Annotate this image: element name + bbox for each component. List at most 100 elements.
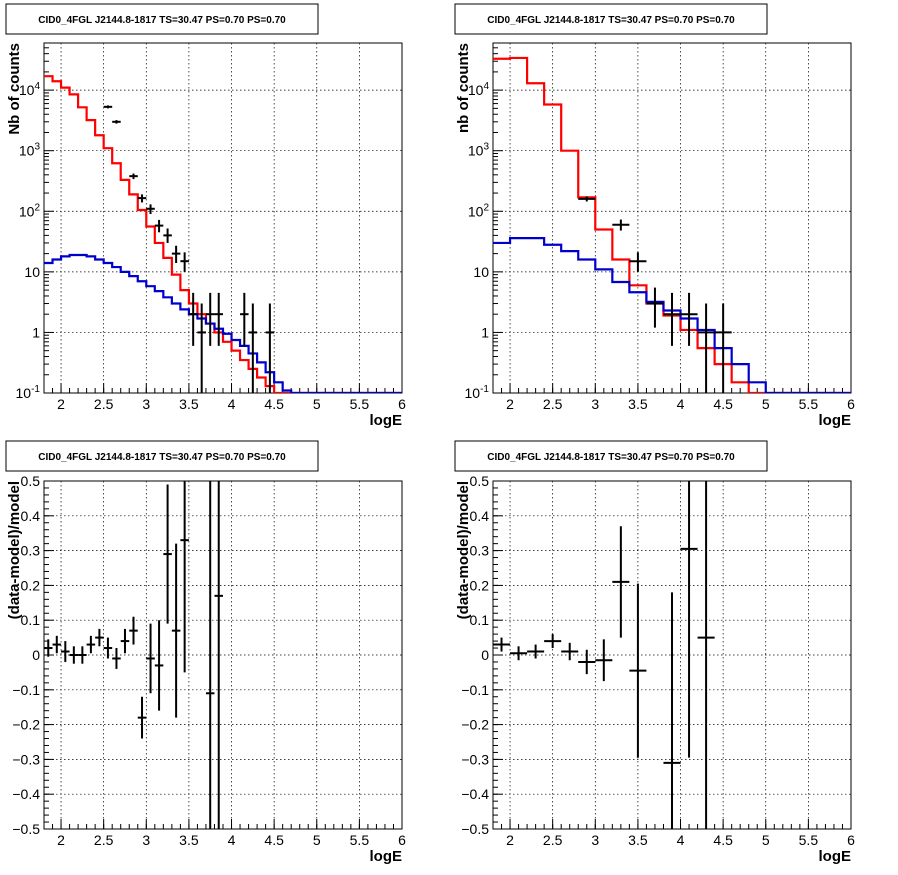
y-tick-label: 103 (468, 142, 490, 159)
y-tick-label: 10-1 (16, 384, 41, 401)
y-tick-label: −0.1 (461, 682, 489, 698)
x-tick-label: 3 (142, 396, 150, 412)
y-axis-label: Nb of counts (6, 43, 23, 135)
y-tick-label: −0.2 (461, 717, 489, 733)
data-point (146, 623, 155, 694)
data-point (595, 639, 613, 682)
plot-frame (43, 480, 403, 830)
y-tick-label: 102 (468, 202, 490, 219)
x-tick-label: 5 (313, 396, 321, 412)
y-tick-label: 0.2 (470, 577, 490, 593)
y-tick-label: −0.3 (12, 751, 40, 767)
data-point (629, 252, 647, 272)
panel-bottom-left: CID0_4FGL J2144.8-1817 TS=30.47 PS=0.70 … (5, 440, 406, 865)
data-point (544, 634, 562, 649)
data-point (697, 303, 715, 393)
plot-area (493, 481, 715, 829)
data-point (120, 628, 130, 654)
data-point (61, 641, 70, 662)
source_model-histogram (493, 237, 851, 393)
data-point (137, 696, 147, 739)
data-point (214, 292, 223, 346)
x-tick-label: 5.5 (799, 396, 819, 412)
y-tick-label: −0.1 (12, 682, 40, 698)
data-point (697, 481, 715, 829)
y-tick-label: 1 (32, 324, 40, 340)
x-tick-label: 6 (398, 396, 406, 412)
y-axis-label: nb of counts (455, 43, 472, 133)
data-point (129, 173, 138, 180)
data-point (561, 642, 579, 661)
chart-title: CID0_4FGL J2144.8-1817 TS=30.47 PS=0.70 … (38, 452, 286, 463)
panel-bottom-right: CID0_4FGL J2144.8-1817 TS=30.47 PS=0.70 … (454, 440, 855, 865)
data-point (180, 252, 189, 272)
x-tick-label: 4 (677, 396, 685, 412)
y-tick-label: 0 (481, 647, 489, 663)
chart-title: CID0_4FGL J2144.8-1817 TS=30.47 PS=0.70 … (38, 15, 286, 26)
x-tick-label: 4 (677, 832, 685, 848)
data-point (612, 219, 630, 231)
y-tick-label: 0.5 (21, 473, 41, 489)
data-point (154, 620, 164, 711)
y-tick-label: 10 (24, 264, 40, 280)
x-tick-label: 3.5 (628, 396, 648, 412)
x-axis-label: logE (370, 412, 403, 429)
title-box (5, 440, 319, 472)
data-point (265, 303, 275, 393)
data-point (44, 639, 53, 657)
x-axis-label: logE (819, 848, 852, 865)
data-point (146, 204, 155, 215)
x-tick-label: 5 (762, 396, 770, 412)
y-tick-label: 0.2 (21, 577, 41, 593)
data-point (154, 219, 164, 233)
x-tick-label: 4 (228, 832, 236, 848)
data-point (663, 292, 681, 346)
x-tick-label: 2.5 (94, 832, 114, 848)
y-tick-label: 104 (468, 81, 490, 98)
data-point (103, 105, 113, 109)
x-tick-label: 2 (57, 832, 65, 848)
y-axis-label: (data-model)/model (6, 481, 23, 619)
x-tick-label: 5.5 (350, 832, 370, 848)
x-tick-label: 2 (506, 832, 514, 848)
panel-top-left: CID0_4FGL J2144.8-1817 TS=30.47 PS=0.70 … (5, 3, 406, 429)
y-tick-label: 104 (19, 81, 41, 98)
data-point (510, 646, 528, 661)
x-tick-label: 6 (847, 396, 855, 412)
y-tick-label: 103 (19, 142, 41, 159)
y-tick-label: −0.2 (12, 717, 40, 733)
x-tick-label: 4.5 (264, 396, 284, 412)
data-point (205, 481, 215, 829)
data-point (680, 481, 698, 758)
x-tick-label: 5 (762, 832, 770, 848)
plot-area (493, 56, 851, 393)
x-tick-label: 3 (142, 832, 150, 848)
y-tick-label: 0.3 (470, 543, 490, 559)
data-point (205, 292, 215, 346)
x-tick-label: 4.5 (264, 832, 284, 848)
data-point (527, 644, 545, 659)
x-tick-label: 2.5 (543, 396, 563, 412)
y-tick-label: 0 (32, 647, 40, 663)
panel-top-right: CID0_4FGL J2144.8-1817 TS=30.47 PS=0.70 … (454, 3, 855, 429)
y-tick-label: −0.4 (12, 786, 40, 802)
data-point (629, 583, 647, 758)
y-tick-label: 10-1 (465, 384, 490, 401)
data-point (612, 526, 630, 638)
x-tick-label: 6 (847, 832, 855, 848)
data-point (137, 194, 147, 203)
data-point (663, 592, 681, 829)
title-box (454, 3, 768, 35)
y-tick-label: 0.1 (21, 612, 41, 628)
plot-area (44, 75, 402, 393)
x-tick-label: 6 (398, 832, 406, 848)
data-point (103, 637, 113, 659)
data-point (129, 616, 138, 645)
chart-title: CID0_4FGL J2144.8-1817 TS=30.47 PS=0.70 … (487, 15, 735, 26)
data-point (86, 635, 96, 654)
data-point (714, 303, 732, 393)
x-tick-label: 5 (313, 832, 321, 848)
data-point (180, 481, 189, 673)
y-tick-label: 0.4 (470, 508, 490, 524)
